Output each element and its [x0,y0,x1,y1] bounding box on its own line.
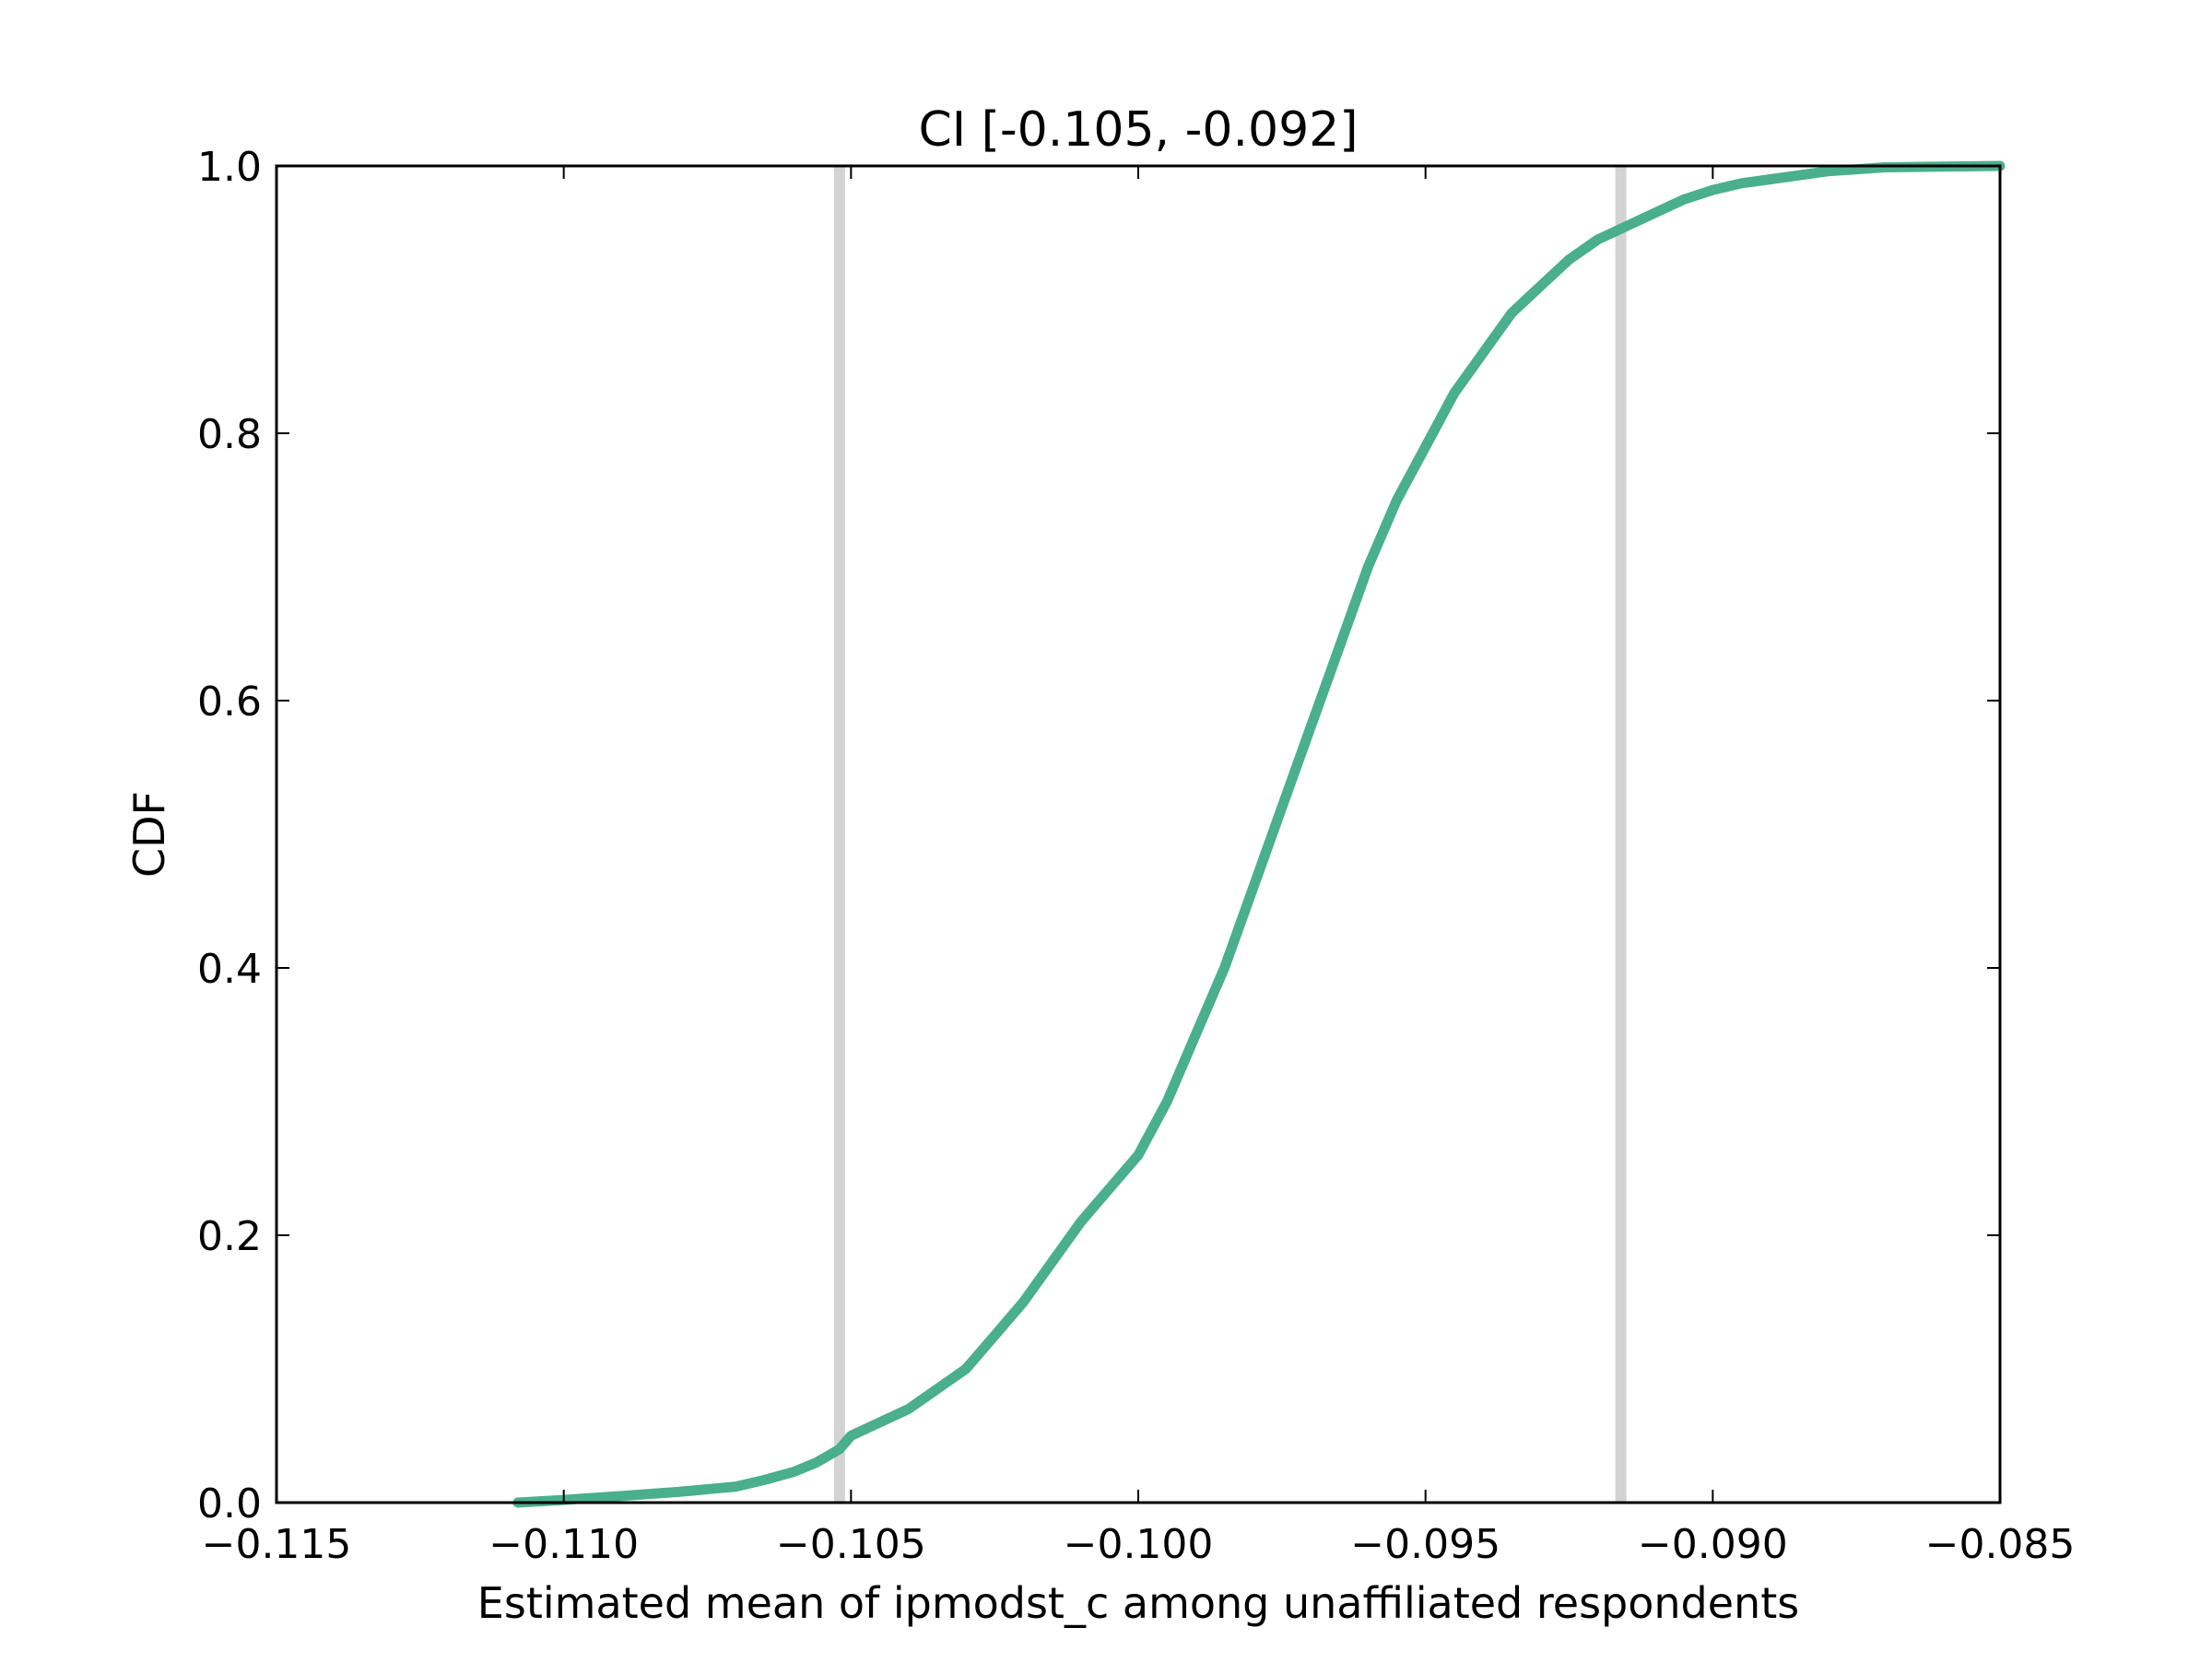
y-tick-label: 0.4 [197,946,262,993]
y-axis-ticks: 0.0 0.2 0.4 0.6 0.8 1.0 [197,144,2000,1527]
x-tick-label: −0.110 [488,1521,639,1568]
y-tick-label: 0.2 [197,1213,262,1260]
x-tick-label: −0.085 [1925,1521,2076,1568]
chart-title: CI [-0.105, -0.092] [918,102,1358,158]
x-axis-label: Estimated mean of ipmodst_c among unaffi… [477,1578,1799,1628]
cdf-series [512,160,2006,1508]
x-tick-label: −0.100 [1064,1521,1214,1568]
x-axis-ticks: −0.115 −0.110 −0.105 −0.100 −0.095 −0.090 −0.0… [202,166,2076,1568]
x-tick-label: −0.115 [202,1521,352,1568]
y-tick-label: 0.0 [197,1480,262,1527]
x-tick-label: −0.090 [1638,1521,1788,1568]
cdf-line [512,160,2006,1508]
x-tick-label: −0.105 [776,1521,926,1568]
y-tick-label: 1.0 [197,144,262,191]
y-tick-label: 0.8 [197,411,262,458]
y-tick-label: 0.6 [197,678,262,725]
x-tick-label: −0.095 [1350,1521,1500,1568]
y-axis-label: CDF [124,791,174,878]
ci-bound-lines [833,166,1627,1503]
